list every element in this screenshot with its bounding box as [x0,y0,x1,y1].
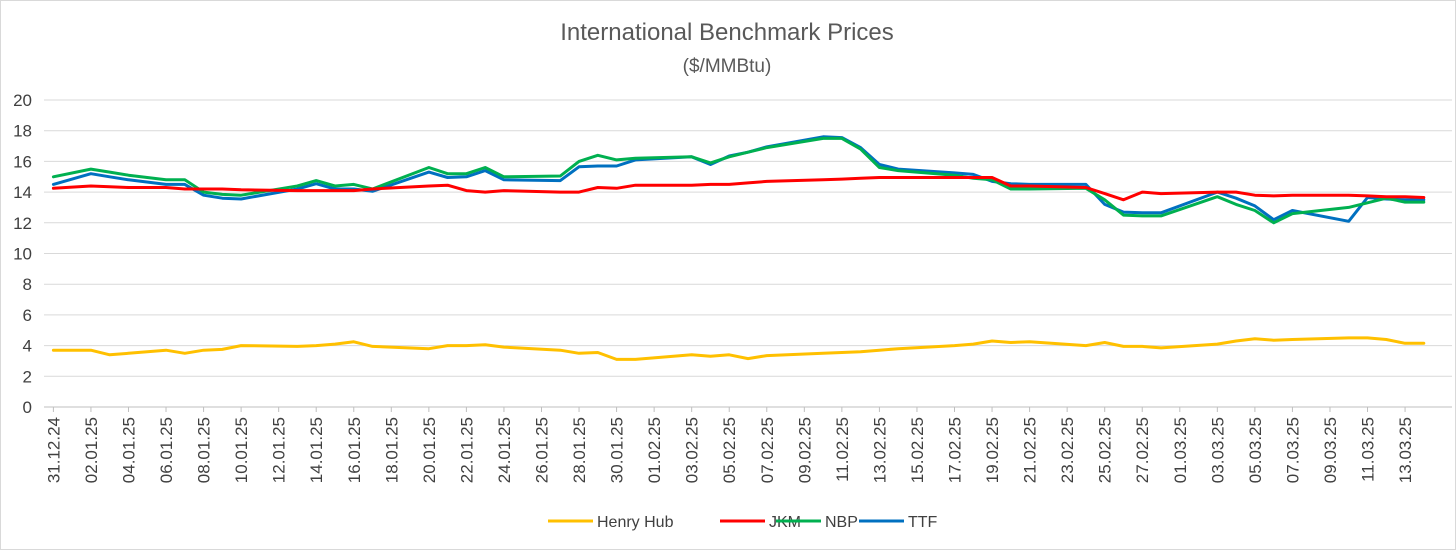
x-tick-label: 26.01.25 [532,417,551,483]
x-tick-label: 07.02.25 [758,417,777,483]
x-tick-label: 18.01.25 [382,417,401,483]
series-line-ttf [51,135,1426,223]
series-line-jkm [51,176,1426,202]
y-tick-label: 18 [13,122,32,141]
x-tick-label: 12.01.25 [270,417,289,483]
x-tick-label: 13.03.25 [1396,417,1415,483]
legend: Henry HubJKMNBPTTF [548,514,938,531]
y-tick-label: 2 [23,367,32,386]
x-tick-label: 11.03.25 [1359,417,1378,482]
legend-label: NBP [825,514,858,531]
x-tick-label: 05.03.25 [1246,417,1265,483]
x-tick-label: 25.02.25 [1096,417,1115,483]
y-tick-label: 12 [13,214,32,233]
x-tick-label: 07.03.25 [1283,417,1302,483]
x-tick-label: 20.01.25 [420,417,439,483]
x-tick-label: 21.02.25 [1021,417,1040,483]
x-tick-label: 19.02.25 [983,417,1002,483]
x-tick-label: 03.03.25 [1208,417,1227,483]
x-axis: 31.12.24 02.01.25 04.01.25 06.01.25 08.01.25… [44,406,1452,483]
x-tick-label: 30.01.25 [608,417,627,483]
y-tick-label: 0 [23,398,32,417]
series-line-nbp [51,136,1426,225]
x-tick-label: 22.01.25 [457,417,476,483]
chart-title: International Benchmark Prices [560,19,894,46]
legend-label: Henry Hub [597,514,674,531]
y-tick-label: 14 [13,183,32,202]
x-tick-label: 06.01.25 [157,417,176,483]
x-tick-label: 16.01.25 [345,417,364,483]
x-tick-label: 01.03.25 [1171,417,1190,483]
x-tick-label: 09.03.25 [1321,417,1340,483]
x-tick-label: 23.02.25 [1058,417,1077,483]
series-line-henry-hub [51,336,1426,361]
y-tick-label: 16 [13,152,32,171]
x-tick-label: 14.01.25 [307,417,326,483]
x-tick-label: 10.01.25 [232,417,251,483]
x-tick-label: 04.01.25 [119,417,138,483]
x-tick-label: 17.02.25 [946,417,965,483]
x-tick-label: 28.01.25 [570,417,589,483]
x-tick-label: 24.01.25 [495,417,514,483]
x-tick-label: 13.02.25 [870,417,889,483]
x-tick-label: 08.01.25 [195,417,214,483]
y-tick-label: 10 [13,245,32,264]
y-tick-label: 20 [13,91,32,110]
x-tick-label: 15.02.25 [908,417,927,483]
x-tick-label: 11.02.25 [833,417,852,482]
y-tick-label: 4 [23,337,32,356]
x-tick-label: 01.02.25 [645,417,664,483]
series-lines [51,135,1426,361]
gridlines [44,99,1452,408]
x-tick-label: 03.02.25 [683,417,702,483]
x-tick-label: 02.01.25 [82,417,101,483]
y-axis: 0 2 4 6 8 10 12 14 16 18 20 [13,91,32,417]
x-tick-label: 05.02.25 [720,417,739,483]
y-tick-label: 6 [23,306,32,325]
chart-subtitle: ($/MMBtu) [683,56,772,77]
x-tick-label: 09.02.25 [795,417,814,483]
x-tick-label: 31.12.24 [44,417,63,483]
legend-label: TTF [908,514,938,531]
x-tick-label: 27.02.25 [1133,417,1152,483]
y-tick-label: 8 [23,275,32,294]
